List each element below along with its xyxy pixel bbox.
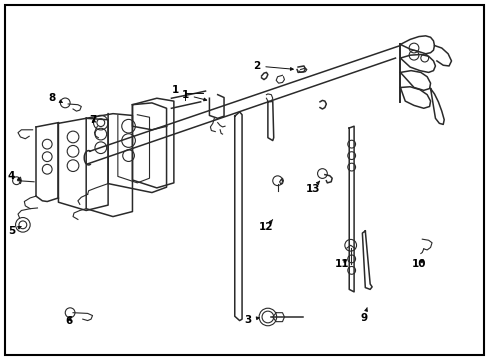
Text: 7: 7 — [89, 115, 96, 125]
Text: 4: 4 — [8, 171, 20, 181]
Text: 8: 8 — [48, 93, 62, 103]
Text: 13: 13 — [305, 181, 319, 194]
Text: 9: 9 — [360, 307, 366, 323]
Text: 5: 5 — [8, 226, 21, 236]
Text: 3: 3 — [244, 315, 259, 325]
Text: 2: 2 — [252, 61, 293, 71]
Text: 1: 1 — [171, 85, 179, 95]
Text: 11: 11 — [334, 259, 348, 269]
Text: 1: 1 — [181, 90, 206, 101]
Text: 10: 10 — [411, 259, 425, 269]
Text: 6: 6 — [65, 316, 73, 325]
Text: 12: 12 — [259, 220, 273, 232]
